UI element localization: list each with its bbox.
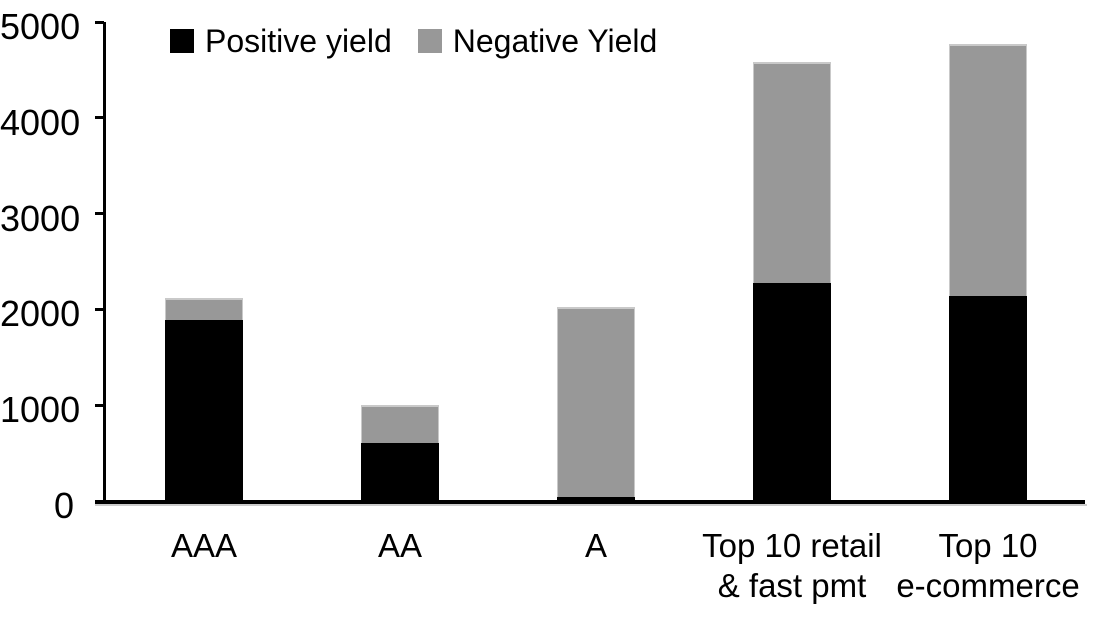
bar-segment-positive-5 <box>949 295 1027 501</box>
bar-segment-positive-3 <box>557 497 635 501</box>
bar-segment-positive-2 <box>361 442 439 501</box>
bar-segment-positive-4 <box>753 282 831 501</box>
x-category-label: Top 10 e-commerce <box>896 527 1080 604</box>
y-tick <box>95 212 104 216</box>
legend-label: Positive yield <box>205 23 392 59</box>
legend-label: Negative Yield <box>452 23 658 59</box>
y-tick <box>95 20 104 24</box>
y-tick <box>95 307 104 311</box>
legend-swatch-icon <box>170 29 194 53</box>
y-axis <box>103 22 106 504</box>
y-tick-label: 3000 <box>0 197 81 239</box>
x-category-label: AAA <box>170 527 238 564</box>
bar-segment-negative-4 <box>753 62 831 283</box>
legend-item-positive: Positive yield <box>170 25 392 57</box>
x-axis-shadow <box>95 504 1087 506</box>
bar-segment-negative-3 <box>557 306 635 498</box>
x-axis <box>95 500 1085 504</box>
bar-segment-positive-1 <box>165 319 243 501</box>
x-category-label: Top 10 retail & fast pmt <box>702 527 882 604</box>
legend-item-negative: Negative Yield <box>417 23 658 59</box>
y-tick-label: 2000 <box>0 293 81 335</box>
y-tick-label: 4000 <box>0 101 81 143</box>
y-tick-label: 1000 <box>0 389 81 431</box>
x-category-label: A <box>584 527 607 564</box>
x-category-label: AA <box>377 527 423 564</box>
y-tick-label: 5000 <box>0 6 81 47</box>
y-tick <box>95 403 104 407</box>
bar-segment-negative-1 <box>165 297 243 320</box>
bar-segment-negative-5 <box>949 44 1027 296</box>
y-tick-label: 0 <box>53 485 74 526</box>
bar-segment-negative-2 <box>361 405 439 443</box>
y-tick <box>95 116 104 120</box>
legend: Positive yield Negative Yield <box>170 25 657 57</box>
legend-swatch-icon <box>417 29 442 53</box>
